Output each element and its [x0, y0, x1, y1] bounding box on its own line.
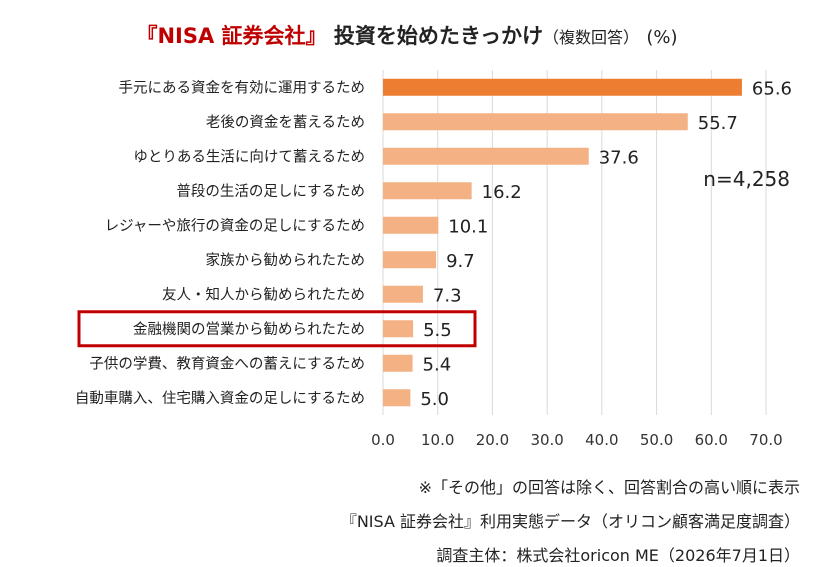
- bar: [383, 78, 742, 96]
- data-label: 55.7: [698, 113, 738, 134]
- title-main: 投資を始めたきっかけ: [333, 24, 544, 48]
- x-tick-label: 60.0: [695, 431, 728, 449]
- category-label: 普段の生活の足しにするため: [176, 183, 365, 200]
- bar: [383, 182, 472, 200]
- data-label: 7.3: [433, 285, 462, 306]
- data-label: 5.5: [423, 320, 452, 341]
- highlight-box: [77, 310, 477, 348]
- data-label: 65.6: [752, 78, 792, 99]
- note-line-3: 調査主体：株式会社oricon ME（2026年7月1日）: [436, 546, 800, 565]
- bar: [383, 354, 413, 372]
- data-label: 9.7: [446, 251, 475, 272]
- bar: [383, 216, 439, 234]
- x-tick-label: 0.0: [371, 431, 395, 449]
- sample-size-label: n=4,258: [703, 167, 790, 191]
- chart-title: 『NISA 証券会社』 投資を始めたきっかけ（複数回答） (%): [0, 20, 814, 50]
- category-label: 家族から勧められたため: [206, 252, 366, 269]
- data-label: 37.6: [599, 147, 639, 168]
- category-label: 子供の学費、教育資金への蓄えにするため: [89, 355, 365, 372]
- bar: [383, 251, 437, 269]
- x-tick-label: 50.0: [640, 431, 673, 449]
- note-line-2: 『NISA 証券会社』利用実態データ（オリコン顧客満足度調査）: [340, 512, 800, 531]
- title-unit: (%): [646, 27, 678, 48]
- x-tick-label: 70.0: [749, 431, 782, 449]
- bar: [383, 389, 411, 407]
- x-tick-label: 40.0: [585, 431, 618, 449]
- x-tick-label: 20.0: [476, 431, 509, 449]
- category-label: 手元にある資金を有効に運用するため: [119, 79, 366, 96]
- data-label: 5.4: [423, 354, 452, 375]
- data-label: 5.0: [420, 389, 449, 410]
- bar: [383, 147, 589, 165]
- title-brand: 『NISA 証券会社』: [136, 24, 327, 48]
- bar: [383, 113, 688, 131]
- category-label: レジャーや旅行の資金の足しにするため: [105, 217, 365, 234]
- x-tick-label: 30.0: [530, 431, 563, 449]
- bar: [383, 285, 423, 303]
- title-sub: （複数回答）: [543, 28, 640, 47]
- note-line-1: ※「その他」の回答は除く、回答割合の高い順に表示: [418, 478, 800, 497]
- x-tick-label: 10.0: [421, 431, 454, 449]
- category-label: 友人・知人から勧められたため: [162, 286, 365, 303]
- category-label: 金融機関の営業から勧められたため: [133, 321, 365, 338]
- category-label: 自動車購入、住宅購入資金の足しにするため: [75, 390, 365, 407]
- category-label: 老後の資金を蓄えるため: [206, 114, 365, 131]
- data-label: 10.1: [448, 216, 488, 237]
- category-label: ゆとりある生活に向けて蓄えるため: [133, 148, 365, 165]
- data-label: 16.2: [482, 182, 522, 203]
- bar: [383, 320, 414, 338]
